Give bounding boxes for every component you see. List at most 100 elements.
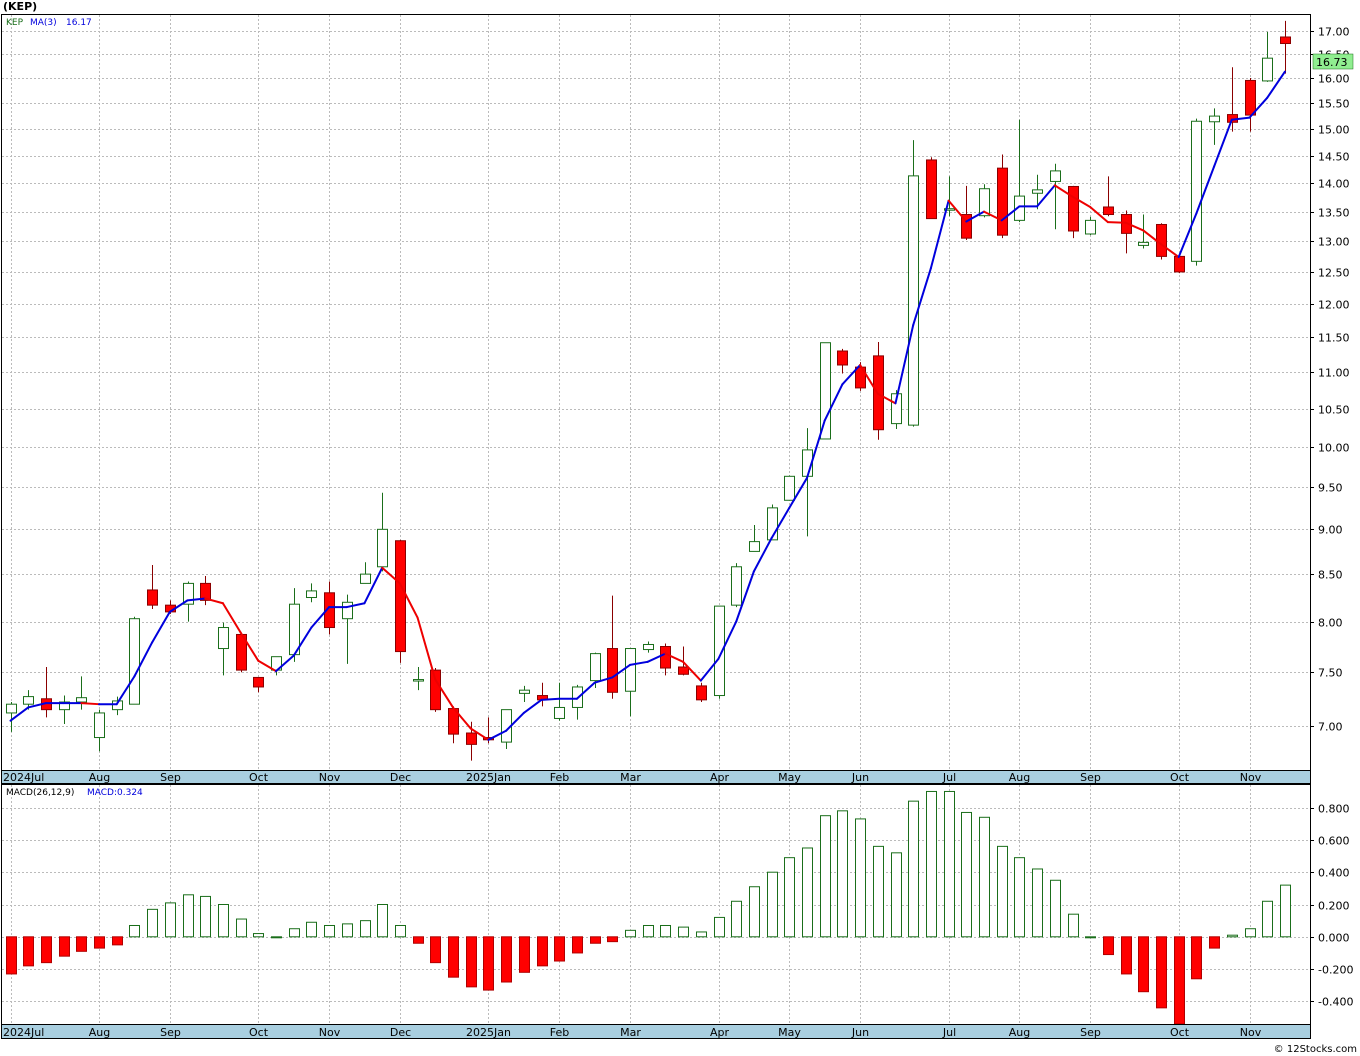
- macd-bar-positive: [1068, 913, 1079, 938]
- price-x-tick-label: May: [778, 771, 801, 784]
- ma-segment: [1213, 118, 1233, 168]
- price-tick-label: 16.00: [1318, 73, 1350, 86]
- ma-segment: [1248, 96, 1269, 119]
- macd-x-tick-label: Jun: [851, 1026, 869, 1039]
- candle-body: [1050, 170, 1061, 182]
- ma-segment: [452, 706, 472, 730]
- price-tick-label: 15.00: [1318, 124, 1350, 137]
- candle-up: [1209, 108, 1220, 145]
- ma-segment: [929, 199, 950, 270]
- price-x-tick-label: 2024Jul: [3, 771, 44, 784]
- candle-body: [891, 393, 902, 425]
- ma-segment: [345, 602, 366, 609]
- candle-body: [1280, 36, 1291, 45]
- price-x-tick-label: Nov: [1240, 771, 1262, 784]
- candle-body: [678, 666, 689, 675]
- ma-segment: [434, 678, 454, 709]
- candle-up: [112, 696, 123, 716]
- ma-segment: [1142, 229, 1162, 246]
- candle-down: [660, 643, 671, 676]
- macd-bar-positive: [289, 928, 300, 938]
- candle-body: [1262, 57, 1273, 82]
- macd-bar-positive: [306, 921, 317, 938]
- macd-panel: [1, 784, 1311, 1025]
- candle-body: [324, 592, 335, 629]
- candle-body: [944, 208, 955, 211]
- candle-body: [696, 685, 707, 701]
- macd-x-axis: 2024Jul Aug Sep Oct Nov Dec 2025Jan Feb Mar Apr Ma…: [3, 1026, 1262, 1039]
- candle-up: [714, 605, 725, 699]
- candle-body: [784, 475, 795, 501]
- candle-body: [1014, 195, 1025, 221]
- macd-bar-positive: [820, 815, 831, 938]
- ma-segment: [1106, 221, 1127, 224]
- price-x-tick-label: Mar: [620, 771, 641, 784]
- macd-bar-negative: [448, 936, 459, 978]
- price-x-tick-label: Sep: [160, 771, 181, 784]
- candle-body: [997, 167, 1008, 236]
- price-tick-label: 8.50: [1318, 569, 1343, 582]
- price-y-axis: 7.00 7.50 8.00 8.50 9.00 9.50 10.00 10.50 11.00 1…: [1310, 26, 1350, 734]
- price-x-tick-label: Nov: [319, 771, 341, 784]
- candle-body: [183, 582, 194, 605]
- ma-segment: [823, 383, 844, 422]
- price-x-axis: 2024Jul Aug Sep Oct Nov Dec 2025Jan Feb Mar Apr Ma…: [3, 771, 1262, 784]
- price-tick-label: 7.50: [1318, 667, 1343, 680]
- candle-up: [643, 641, 654, 653]
- macd-bar-positive: [200, 895, 211, 938]
- ma-segment: [770, 506, 791, 540]
- macd-bar-positive: [271, 936, 282, 939]
- macd-bar-negative: [1138, 936, 1149, 993]
- macd-bar-positive: [236, 918, 247, 938]
- macd-bar-positive: [218, 904, 229, 938]
- candle-up: [944, 176, 955, 217]
- macd-bar-negative: [59, 936, 70, 957]
- macd-bar-positive: [961, 811, 972, 938]
- candle-up: [1032, 174, 1043, 210]
- macd-tick-label: 0.000: [1318, 932, 1350, 945]
- ma-segment: [646, 652, 667, 663]
- candle-body: [200, 582, 211, 601]
- ma-segment: [505, 711, 525, 732]
- candle-up: [625, 648, 636, 717]
- ma-segment: [416, 616, 437, 681]
- macd-tick-label: 0.800: [1318, 803, 1350, 816]
- ma-segment: [593, 676, 614, 684]
- candle-down: [1280, 20, 1291, 74]
- candle-body: [961, 214, 972, 239]
- ma-segment: [9, 706, 30, 722]
- candle-body: [253, 676, 264, 688]
- candle-up: [767, 504, 778, 541]
- candle-body: [1174, 255, 1185, 273]
- legend-ma-value: 16.17: [66, 18, 92, 28]
- candle-up: [218, 622, 229, 676]
- candle-body: [218, 627, 229, 650]
- ma-segment: [381, 566, 401, 585]
- ma-segment: [1266, 70, 1286, 99]
- ma-segment: [788, 476, 808, 509]
- candle-body: [23, 696, 34, 705]
- ma-segment: [522, 698, 543, 714]
- ma-segment: [1000, 205, 1021, 222]
- macd-bar-positive: [1085, 936, 1096, 939]
- macd-tick-label: 0.400: [1318, 867, 1350, 880]
- ma-segment: [894, 324, 915, 405]
- candle-body: [306, 590, 317, 599]
- macd-bar-negative: [519, 936, 530, 973]
- macd-bar-positive: [360, 920, 371, 938]
- candle-up: [6, 702, 17, 732]
- candle-down: [430, 668, 441, 712]
- macd-bar-positive: [253, 933, 264, 938]
- macd-x-tick-label: Feb: [550, 1026, 569, 1039]
- price-tick-label: 8.00: [1318, 617, 1343, 630]
- candle-down: [253, 676, 264, 693]
- candle-up: [413, 666, 424, 691]
- ma-segment: [1195, 165, 1216, 215]
- macd-x-tick-label: 2024Jul: [3, 1026, 44, 1039]
- ma-segment: [540, 697, 561, 701]
- macd-bar-positive: [855, 818, 866, 938]
- ma-segment: [912, 267, 932, 327]
- candle-body: [147, 589, 158, 606]
- candle-body: [342, 601, 353, 620]
- candle-body: [112, 700, 123, 711]
